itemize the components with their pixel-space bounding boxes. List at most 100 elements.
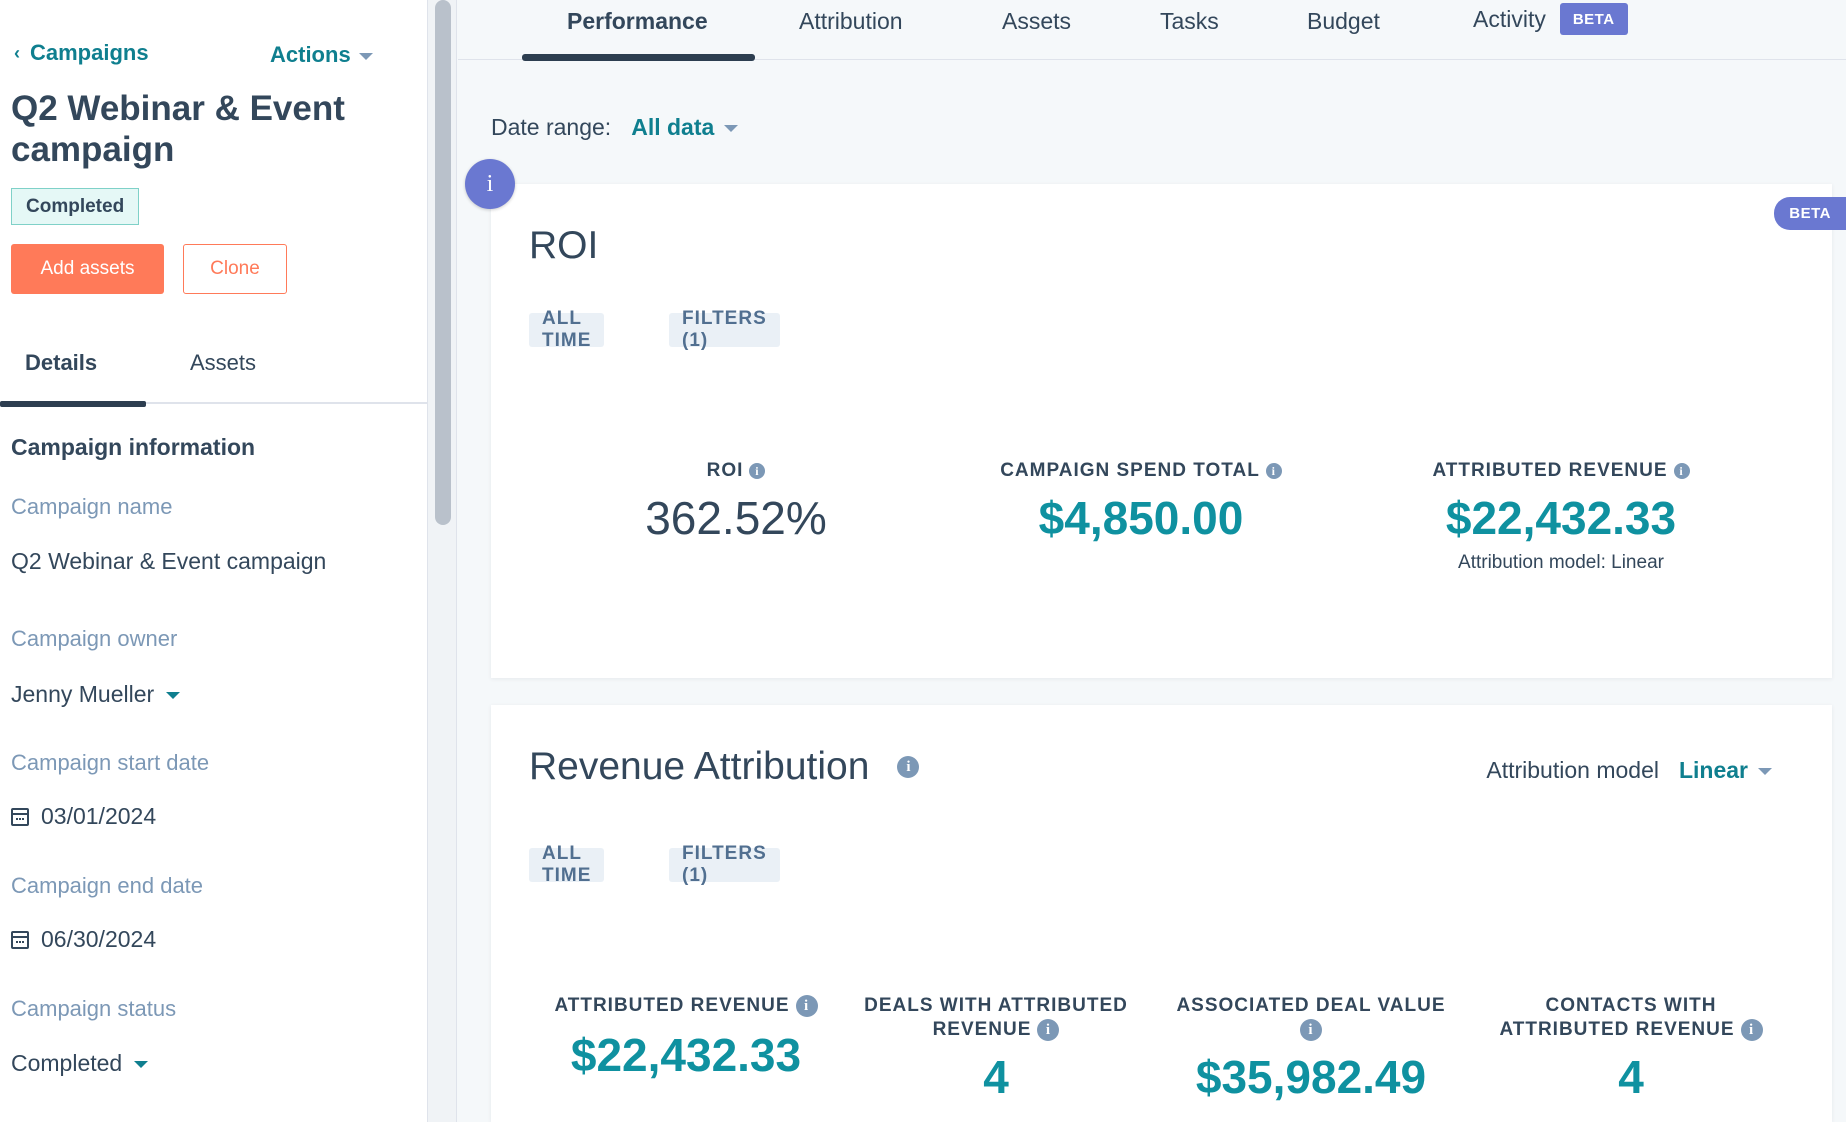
add-assets-button[interactable]: Add assets [11, 244, 164, 294]
beta-badge: BETA [1559, 3, 1628, 35]
info-icon[interactable]: i [897, 756, 920, 778]
all-time-pill[interactable]: ALL TIME [529, 843, 605, 886]
campaign-status-value: Completed [11, 1050, 123, 1076]
active-tab-indicator [0, 401, 146, 407]
caret-down-icon [1758, 768, 1772, 775]
performance-tabs: Performance Attribution Assets Tasks Bud… [458, 0, 1846, 60]
attribution-model-label: Attribution model [1486, 757, 1659, 783]
beta-badge: BETA [1774, 197, 1846, 230]
back-link-label: Campaigns [30, 40, 149, 65]
revenue-attribution-title: Revenue Attribution [529, 745, 870, 788]
roi-card: ROI ALL TIME FILTERS (1) ROI i 362.52% CA… [491, 184, 1832, 678]
campaign-sidebar: ‹ Campaigns Actions Q2 Webinar & Event c… [0, 0, 428, 1122]
actions-dropdown[interactable]: Actions [270, 42, 373, 68]
deals-attributed-metric: DEALS WITH ATTRIBUTED REVENUE i 4 [846, 994, 1146, 1103]
tab-activity-label: Activity [1473, 5, 1546, 32]
date-range-dropdown[interactable]: All data [631, 114, 739, 141]
attributed-revenue-metric: ATTRIBUTED REVENUE i $22,432.33 Attributi… [1361, 459, 1761, 574]
attribution-model-selector: Attribution model Linear [1486, 757, 1772, 784]
spend-metric-label-row: CAMPAIGN SPEND TOTAL i [951, 459, 1331, 483]
active-tab-indicator [522, 54, 755, 61]
spend-metric-label: CAMPAIGN SPEND TOTAL [1000, 460, 1260, 481]
info-icon[interactable]: i [1673, 462, 1690, 479]
campaign-status-dropdown[interactable]: Completed [11, 1050, 149, 1077]
clone-button[interactable]: Clone [183, 244, 287, 294]
tab-assets[interactable]: Assets [1002, 8, 1072, 34]
campaign-start-date-value: 03/01/2024 [41, 803, 157, 829]
campaign-owner-dropdown[interactable]: Jenny Mueller [11, 681, 181, 708]
caret-down-icon [134, 1061, 149, 1068]
campaign-name-label: Campaign name [11, 494, 173, 519]
tab-activity[interactable]: Activity BETA [1473, 3, 1628, 35]
deal-value-value: $35,982.49 [1195, 1051, 1427, 1103]
revenue-metric-label: ATTRIBUTED REVENUE [1432, 460, 1668, 481]
attributed-revenue-value: $22,432.33 [570, 1029, 802, 1081]
spend-metric-value: $4,850.00 [1038, 492, 1244, 544]
calendar-icon [11, 807, 29, 826]
filters-pill[interactable]: FILTERS (1) [669, 308, 780, 351]
campaign-end-date-field[interactable]: 06/30/2024 [11, 926, 156, 953]
calendar-icon [11, 930, 29, 949]
actions-label: Actions [270, 42, 351, 67]
contacts-attributed-value: 4 [1618, 1051, 1644, 1103]
campaign-end-date-label: Campaign end date [11, 873, 204, 898]
roi-card-title: ROI [529, 224, 599, 267]
attributed-revenue-label: ATTRIBUTED REVENUE [554, 995, 790, 1016]
attribution-model-value: Linear [1678, 757, 1748, 783]
contacts-attributed-metric: CONTACTS WITH ATTRIBUTED REVENUE i 4 [1481, 994, 1781, 1103]
campaign-spend-metric: CAMPAIGN SPEND TOTAL i $4,850.00 [951, 459, 1331, 544]
filters-pill[interactable]: FILTERS (1) [669, 843, 780, 886]
roi-metric-value: 362.52% [645, 492, 827, 544]
campaign-name-field[interactable]: Q2 Webinar & Event campaign [11, 548, 326, 575]
info-icon[interactable]: i [465, 159, 515, 209]
date-range-label: Date range: [491, 114, 612, 140]
roi-metric: ROI i 362.52% [561, 459, 911, 544]
all-time-pill[interactable]: ALL TIME [529, 308, 605, 351]
associated-deal-value-metric: ASSOCIATED DEAL VALUE i $35,982.49 [1161, 994, 1461, 1103]
chevron-left-icon: ‹ [14, 42, 20, 63]
tab-details[interactable]: Details [25, 350, 98, 375]
contacts-label-line2: ATTRIBUTED REVENUE [1499, 1019, 1735, 1040]
campaign-owner-value: Jenny Mueller [11, 681, 155, 707]
caret-down-icon [166, 692, 181, 699]
info-icon[interactable]: i [1300, 1018, 1322, 1041]
status-tag: Completed [11, 188, 140, 225]
caret-down-icon [358, 52, 373, 60]
date-range-value: All data [631, 114, 715, 140]
revenue-attribution-title-row: Revenue Attribution i [529, 745, 920, 789]
attribution-model-note: Attribution model: Linear [1458, 551, 1664, 573]
contacts-label-line2-row: ATTRIBUTED REVENUE i [1481, 1018, 1781, 1042]
info-icon[interactable]: i [795, 994, 818, 1017]
attribution-model-dropdown[interactable]: Linear [1679, 757, 1772, 784]
deals-label-line2: REVENUE [932, 1019, 1032, 1040]
revenue-metric-value: $22,432.33 [1445, 492, 1677, 544]
roi-metric-label: ROI [706, 460, 744, 481]
campaign-start-date-field[interactable]: 03/01/2024 [11, 803, 156, 830]
deals-label-line2-row: REVENUE i [846, 1018, 1146, 1042]
section-heading: Campaign information [11, 434, 256, 460]
campaign-owner-label: Campaign owner [11, 626, 178, 651]
info-icon[interactable]: i [1265, 462, 1282, 479]
campaign-title: Q2 Webinar & Event campaign [11, 89, 345, 169]
date-range-filter: Date range: All data [491, 114, 739, 141]
deal-value-label: ASSOCIATED DEAL VALUE [1176, 995, 1446, 1016]
deals-attributed-value: 4 [983, 1051, 1009, 1103]
campaign-name-value: Q2 Webinar & Event campaign [11, 548, 327, 574]
info-icon[interactable]: i [1740, 1018, 1763, 1041]
tab-performance[interactable]: Performance [567, 8, 708, 34]
tab-attribution[interactable]: Attribution [799, 8, 903, 34]
contacts-label-line1: CONTACTS WITH [1545, 995, 1717, 1016]
tab-budget[interactable]: Budget [1307, 8, 1380, 34]
attributed-revenue-label-row: ATTRIBUTED REVENUE i [531, 994, 841, 1018]
revenue-metric-label-row: ATTRIBUTED REVENUE i [1361, 459, 1761, 483]
revenue-attribution-card: Revenue Attribution i Attribution model … [491, 705, 1832, 1122]
info-icon[interactable]: i [1037, 1018, 1060, 1041]
sidebar-scrollbar[interactable] [428, 0, 457, 1122]
tab-tasks[interactable]: Tasks [1160, 8, 1219, 34]
back-to-campaigns-link[interactable]: ‹ Campaigns [14, 40, 149, 66]
info-icon[interactable]: i [749, 462, 766, 479]
deals-label-line1: DEALS WITH ATTRIBUTED [864, 995, 1128, 1016]
scrollbar-thumb[interactable] [435, 0, 451, 525]
campaign-start-date-label: Campaign start date [11, 750, 210, 775]
tab-assets[interactable]: Assets [190, 350, 257, 375]
